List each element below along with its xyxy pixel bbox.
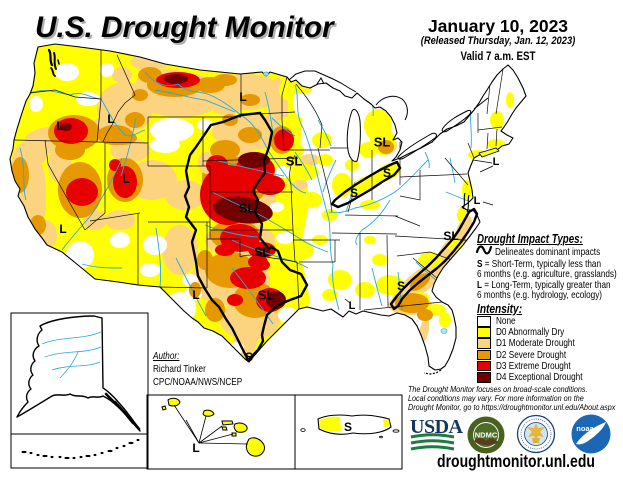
svg-text:S: S — [350, 186, 358, 200]
svg-text:L: L — [59, 222, 66, 236]
svg-text:S: S — [383, 166, 391, 180]
svg-text:L: L — [192, 441, 199, 455]
svg-text:S: S — [397, 279, 405, 293]
svg-text:SL: SL — [258, 287, 275, 302]
svg-text:SL: SL — [286, 153, 303, 168]
svg-text:L: L — [107, 112, 114, 126]
svg-text:SL: SL — [443, 229, 458, 243]
svg-text:USDA: USDA — [410, 416, 464, 438]
svg-text:L: L — [493, 156, 500, 168]
svg-text:SL: SL — [254, 245, 269, 259]
svg-text:L: L — [349, 300, 356, 312]
svg-text:NDMC: NDMC — [475, 431, 498, 440]
svg-text:SL: SL — [239, 200, 256, 215]
svg-text:SL: SL — [374, 134, 391, 149]
svg-text:L: L — [474, 195, 481, 207]
svg-text:S: S — [344, 420, 352, 434]
svg-text:L: L — [56, 119, 63, 133]
svg-text:noaa: noaa — [576, 424, 594, 433]
svg-text:L: L — [122, 172, 129, 186]
svg-text:S: S — [245, 350, 253, 364]
svg-text:L: L — [239, 90, 246, 104]
svg-text:L: L — [192, 288, 199, 302]
